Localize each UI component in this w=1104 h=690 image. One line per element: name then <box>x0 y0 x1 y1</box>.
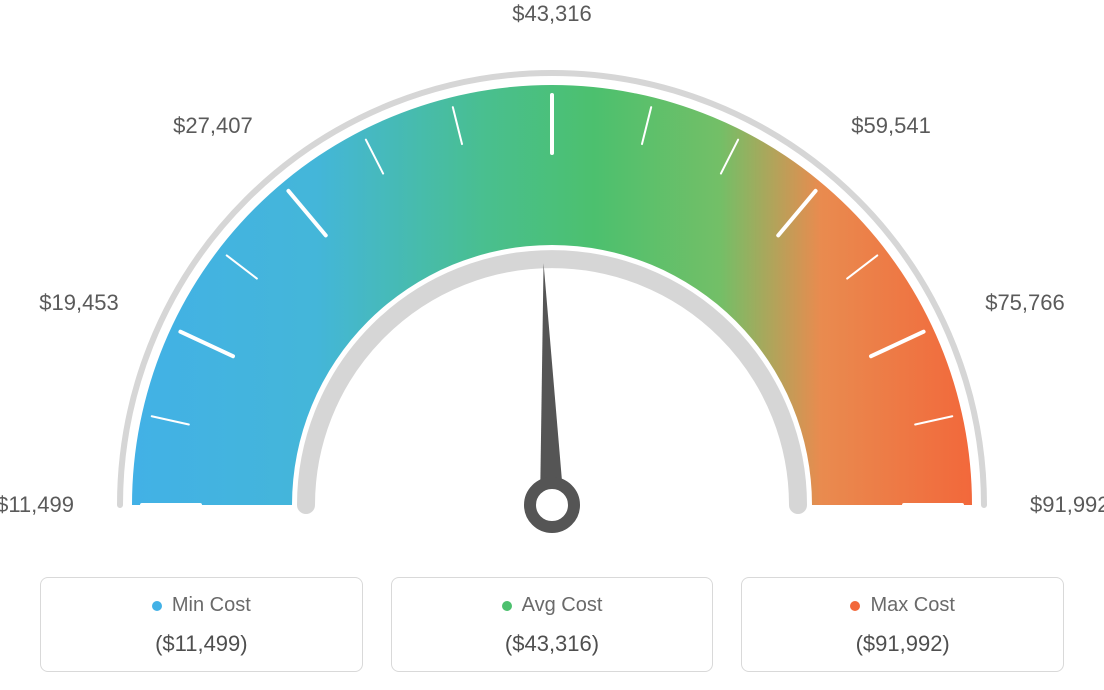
gauge-tick-label: $75,766 <box>985 290 1065 316</box>
legend-title-max-text: Max Cost <box>870 594 954 617</box>
dot-max <box>850 601 860 611</box>
legend-row: Min Cost ($11,499) Avg Cost ($43,316) Ma… <box>0 577 1104 690</box>
dot-min <box>152 601 162 611</box>
legend-title-max: Max Cost <box>752 594 1053 617</box>
gauge-chart: $11,499 $19,453 $27,407 $43,316 $59,541 $75,7… <box>0 0 1104 560</box>
legend-card-min: Min Cost ($11,499) <box>40 577 363 672</box>
legend-title-min: Min Cost <box>51 594 352 617</box>
gauge-tick-label: $43,316 <box>512 1 592 27</box>
legend-title-avg-text: Avg Cost <box>522 594 603 617</box>
gauge-tick-label: $11,499 <box>0 492 74 518</box>
legend-card-avg: Avg Cost ($43,316) <box>391 577 714 672</box>
gauge-tick-label: $27,407 <box>173 113 253 139</box>
legend-title-min-text: Min Cost <box>172 594 251 617</box>
legend-title-avg: Avg Cost <box>402 594 703 617</box>
gauge-tick-label: $59,541 <box>851 113 931 139</box>
legend-card-max: Max Cost ($91,992) <box>741 577 1064 672</box>
legend-value-max: ($91,992) <box>752 631 1053 657</box>
gauge-tick-label: $91,992 <box>1030 492 1104 518</box>
gauge-svg <box>0 0 1104 560</box>
dot-avg <box>502 601 512 611</box>
gauge-tick-label: $19,453 <box>39 290 119 316</box>
legend-value-avg: ($43,316) <box>402 631 703 657</box>
legend-value-min: ($11,499) <box>51 631 352 657</box>
